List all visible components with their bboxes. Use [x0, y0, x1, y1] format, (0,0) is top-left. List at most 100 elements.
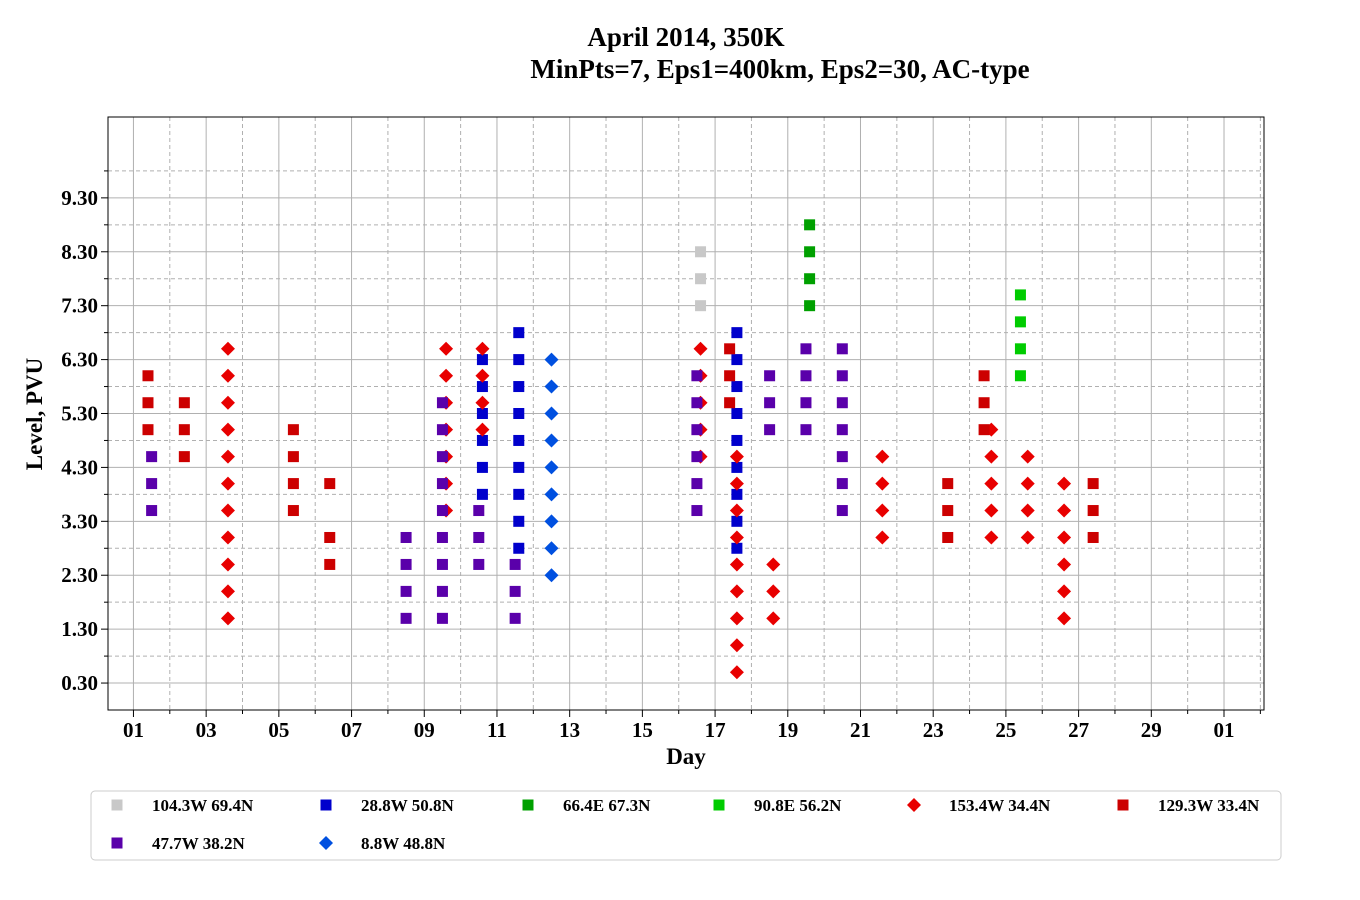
data-point	[1014, 316, 1026, 328]
y-axis-label: Level, PVU	[22, 357, 47, 470]
data-point	[220, 611, 235, 626]
data-point	[324, 478, 336, 490]
x-tick-label: 11	[487, 718, 507, 742]
legend-marker	[111, 837, 123, 849]
data-point	[691, 505, 703, 517]
data-point	[475, 395, 490, 410]
data-point	[1087, 531, 1099, 543]
data-point	[724, 343, 736, 355]
data-point	[473, 531, 485, 543]
data-point	[544, 568, 559, 583]
data-point	[836, 424, 848, 436]
x-tick-label: 05	[268, 718, 289, 742]
data-point	[544, 487, 559, 502]
data-point	[1087, 505, 1099, 517]
series-0	[695, 246, 707, 312]
data-point	[475, 368, 490, 383]
legend-box	[90, 790, 1282, 861]
data-point	[1014, 343, 1026, 355]
legend-label: 47.7W 38.2N	[152, 834, 245, 853]
data-point	[436, 585, 448, 597]
data-point	[513, 408, 525, 419]
axis-ticks: 01 03 05 07 09 11 13 15 17 19 21 23 25 27 29 01 0.30 1.30…	[61, 170, 1261, 742]
data-point	[513, 327, 525, 339]
data-point	[800, 370, 812, 382]
legend-item: 66.4E 67.3N	[522, 796, 651, 815]
data-point	[178, 397, 190, 409]
data-point	[400, 558, 412, 570]
x-tick-label: 21	[850, 718, 871, 742]
data-point	[836, 505, 848, 517]
x-tick-label: 13	[559, 718, 580, 742]
data-point	[513, 381, 525, 393]
y-tick-label: 2.30	[61, 563, 98, 587]
x-tick-label: 29	[1141, 718, 1162, 742]
data-point	[178, 451, 190, 463]
legend-label: 66.4E 67.3N	[563, 796, 651, 815]
data-point	[324, 531, 336, 543]
data-point	[875, 476, 890, 491]
y-tick-label: 7.30	[61, 294, 98, 318]
data-point	[1057, 530, 1072, 545]
y-tick-label: 4.30	[61, 455, 98, 479]
data-point	[544, 460, 559, 475]
legend-marker	[713, 799, 725, 811]
data-point	[729, 476, 744, 491]
legend-marker	[319, 836, 333, 850]
data-point	[691, 424, 703, 436]
chart-title: April 2014, 350K	[587, 22, 784, 52]
data-point	[544, 352, 559, 367]
data-point	[473, 558, 485, 570]
x-tick-label: 07	[341, 718, 362, 742]
data-point	[731, 381, 743, 393]
data-point	[978, 370, 990, 382]
data-point	[220, 341, 235, 356]
data-point	[436, 531, 448, 543]
data-point	[766, 557, 781, 572]
data-point	[1087, 478, 1099, 490]
data-point	[220, 395, 235, 410]
data-point	[220, 449, 235, 464]
data-point	[220, 503, 235, 518]
data-point	[984, 476, 999, 491]
y-tick-label: 8.30	[61, 240, 98, 264]
data-point	[731, 488, 743, 500]
data-point	[142, 397, 154, 409]
data-point	[324, 558, 336, 570]
data-point	[142, 424, 154, 436]
data-point	[836, 451, 848, 463]
data-point	[764, 424, 776, 436]
data-point	[1020, 503, 1035, 518]
data-point	[439, 341, 454, 356]
data-point	[800, 397, 812, 409]
data-point	[220, 422, 235, 437]
data-point	[731, 354, 743, 366]
data-point	[476, 408, 488, 419]
data-point	[731, 434, 743, 446]
plot-frame	[107, 116, 1265, 711]
data-point	[509, 558, 521, 570]
data-point	[1057, 503, 1072, 518]
data-point	[400, 585, 412, 597]
x-tick-label: 27	[1068, 718, 1089, 742]
data-point	[731, 408, 743, 419]
data-point	[220, 584, 235, 599]
series-1	[476, 327, 743, 554]
data-point	[220, 530, 235, 545]
data-point	[729, 449, 744, 464]
data-point	[146, 478, 158, 490]
legend-marker	[1117, 799, 1129, 811]
y-tick-label: 9.30	[61, 186, 98, 210]
data-point	[691, 397, 703, 409]
data-point	[731, 461, 743, 473]
data-point	[400, 531, 412, 543]
data-point	[287, 505, 299, 517]
x-tick-label: 03	[196, 718, 217, 742]
data-point	[509, 612, 521, 624]
data-point	[942, 478, 954, 490]
legend-marker	[111, 799, 123, 811]
data-point	[875, 449, 890, 464]
data-point	[400, 612, 412, 624]
data-point	[691, 478, 703, 490]
